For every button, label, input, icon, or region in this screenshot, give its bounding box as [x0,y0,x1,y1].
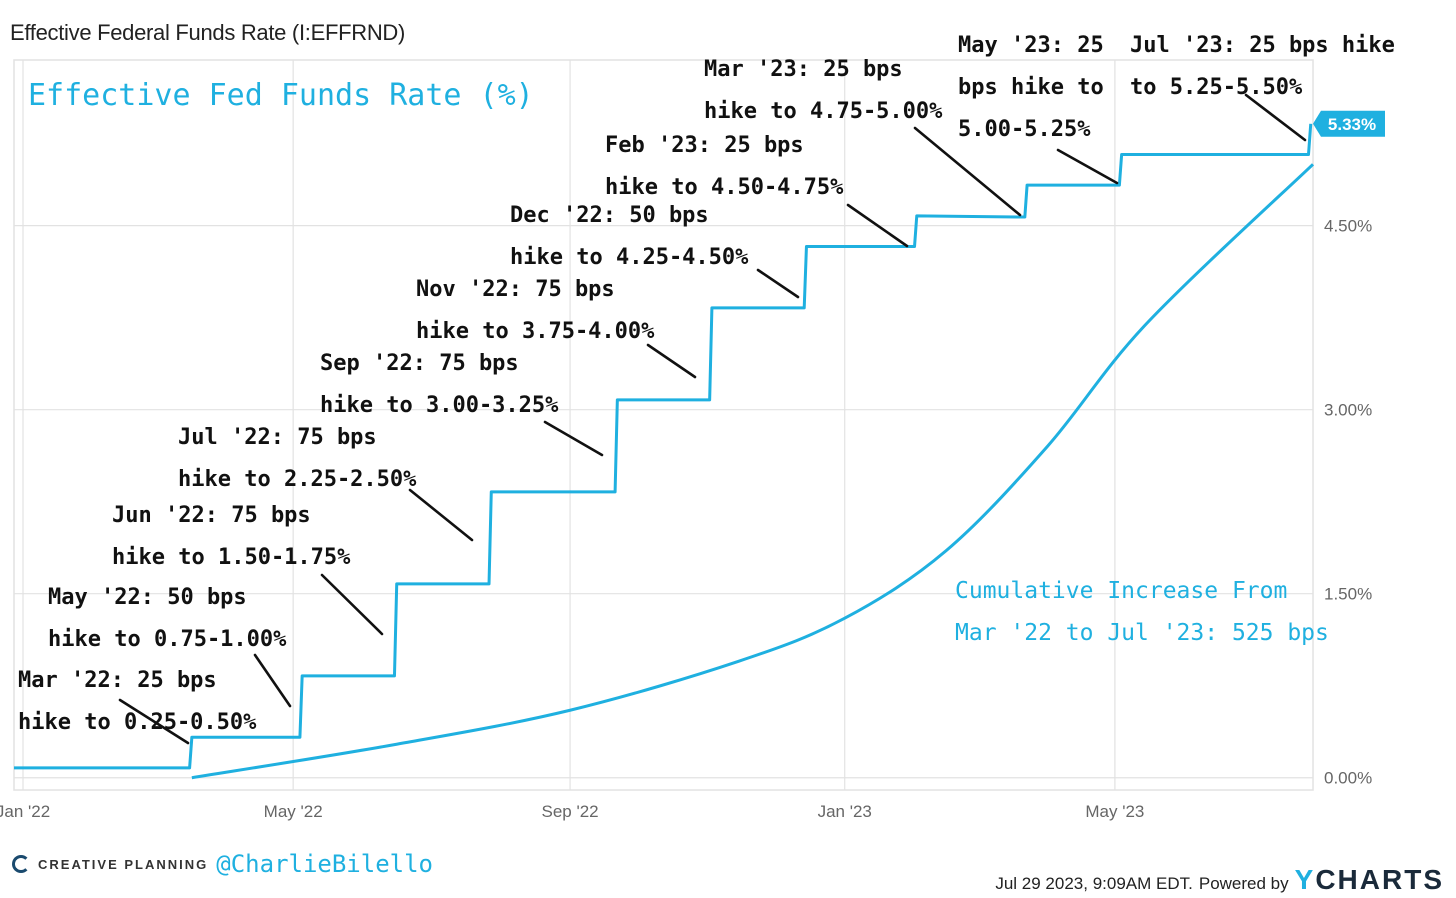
hike-annotation-line: May '23: 25 [958,33,1104,58]
annotations: Effective Fed Funds Rate (%) Mar '22: 25 … [18,33,1395,745]
y-tick-label: 1.50% [1324,585,1372,604]
hike-annotation-line: hike to 3.00-3.25% [320,393,559,418]
hike-annotation-line: Feb '23: 25 bps [605,133,804,158]
hike-annotation-line: hike to 0.75-1.00% [48,627,287,652]
hike-annotation-line: hike to 4.50-4.75% [605,175,844,200]
x-tick-label: Jan '23 [818,802,872,821]
hike-annotation: Jun '22: 75 bps hike to 1.50-1.75% [112,503,351,570]
last-value-label: 5.33% [1328,115,1376,134]
cumulative-note-line: Mar '22 to Jul '23: 525 bps [955,620,1329,646]
hike-annotation: Jul '22: 75 bps hike to 2.25-2.50% [178,425,417,492]
footer-source: Jul 29 2023, 9:09AM EDT. Powered by YCHA… [995,864,1444,896]
hike-annotation-line: Nov '22: 75 bps [416,277,615,302]
hike-annotation-line: to 5.25-5.50% [1130,75,1303,100]
hike-annotation-line: Dec '22: 50 bps [510,203,709,228]
leader-line [320,573,384,636]
cumulative-note-line: Cumulative Increase From [955,578,1287,604]
timestamp: Jul 29 2023, 9:09AM EDT. [995,874,1193,893]
hike-annotation: Jul '23: 25 bps hike to 5.25-5.50% [1130,33,1395,100]
leader-line [1056,148,1119,185]
leader-line [846,203,909,248]
hike-annotation-line: hike to 4.75-5.00% [704,99,943,124]
hike-annotation-line: Jul '22: 75 bps [178,425,377,450]
fed-funds-rate-line [14,123,1313,770]
leader-line [913,126,1022,217]
leader-line [646,343,697,379]
leader-line [118,698,190,745]
x-tick-label: May '23 [1085,802,1144,821]
hike-annotation: May '23: 25 bps hike to 5.00-5.25% [958,33,1104,142]
ycharts-logo: YCHARTS [1294,864,1444,895]
hike-annotation: Feb '23: 25 bps hike to 4.50-4.75% [605,133,844,200]
hike-annotation: Sep '22: 75 bps hike to 3.00-3.25% [320,351,559,418]
x-tick-label: Sep '22 [542,802,599,821]
axis-labels: 0.00% 1.50% 3.00% 4.50% Jan '22 May '22 Sep '2… [0,217,1372,821]
hike-annotation-line: Mar '23: 25 bps [704,57,903,82]
chart-title: Effective Fed Funds Rate (%) [28,78,534,113]
leader-line [253,653,292,708]
hike-annotation-line: Mar '22: 25 bps [18,668,217,693]
leader-line [408,488,474,542]
powered-by-label: Powered by [1198,874,1289,893]
cumulative-increase-curve [191,163,1315,780]
hike-annotation-line: May '22: 50 bps [48,585,247,610]
footer-branding: CREATIVE PLANNING @CharlieBilello [12,850,433,878]
hike-annotation-line: hike to 1.50-1.75% [112,545,351,570]
cumulative-note: Cumulative Increase From Mar '22 to Jul '… [955,578,1329,646]
y-tick-label: 3.00% [1324,401,1372,420]
hike-annotation-line: Jun '22: 75 bps [112,503,311,528]
hike-annotation-line: hike to 2.25-2.50% [178,467,417,492]
hike-annotation-line: hike to 0.25-0.50% [18,710,257,735]
hike-annotation: May '22: 50 bps hike to 0.75-1.00% [48,585,287,652]
series-lines: 5.33% [14,110,1385,780]
leader-line [543,420,604,457]
hike-annotation-line: Sep '22: 75 bps [320,351,519,376]
x-tick-label: May '22 [264,802,323,821]
hike-annotation: Mar '23: 25 bps hike to 4.75-5.00% [704,57,943,124]
y-tick-label: 4.50% [1324,217,1372,236]
creative-planning-logo-icon [12,855,30,873]
hike-annotation: Dec '22: 50 bps hike to 4.25-4.50% [510,203,749,270]
hike-annotation: Nov '22: 75 bps hike to 3.75-4.00% [416,277,655,344]
hike-annotation: Mar '22: 25 bps hike to 0.25-0.50% [18,668,257,735]
x-tick-label: Jan '22 [0,802,50,821]
leader-line [1244,93,1307,142]
hike-annotation-line: bps hike to [958,75,1104,100]
leader-line [756,268,800,299]
author-handle: @CharlieBilello [216,850,434,878]
hike-annotation-line: hike to 4.25-4.50% [510,245,749,270]
page-title: Effective Federal Funds Rate (I:EFFRND) [10,20,406,45]
hike-annotation-line: Jul '23: 25 bps hike [1130,33,1395,58]
y-tick-label: 0.00% [1324,769,1372,788]
hike-annotation-line: 5.00-5.25% [958,117,1091,142]
plot-frame [13,59,1314,791]
brand-name: CREATIVE PLANNING [38,856,209,872]
last-value-badge [1313,110,1385,137]
hike-annotation-line: hike to 3.75-4.00% [416,319,655,344]
